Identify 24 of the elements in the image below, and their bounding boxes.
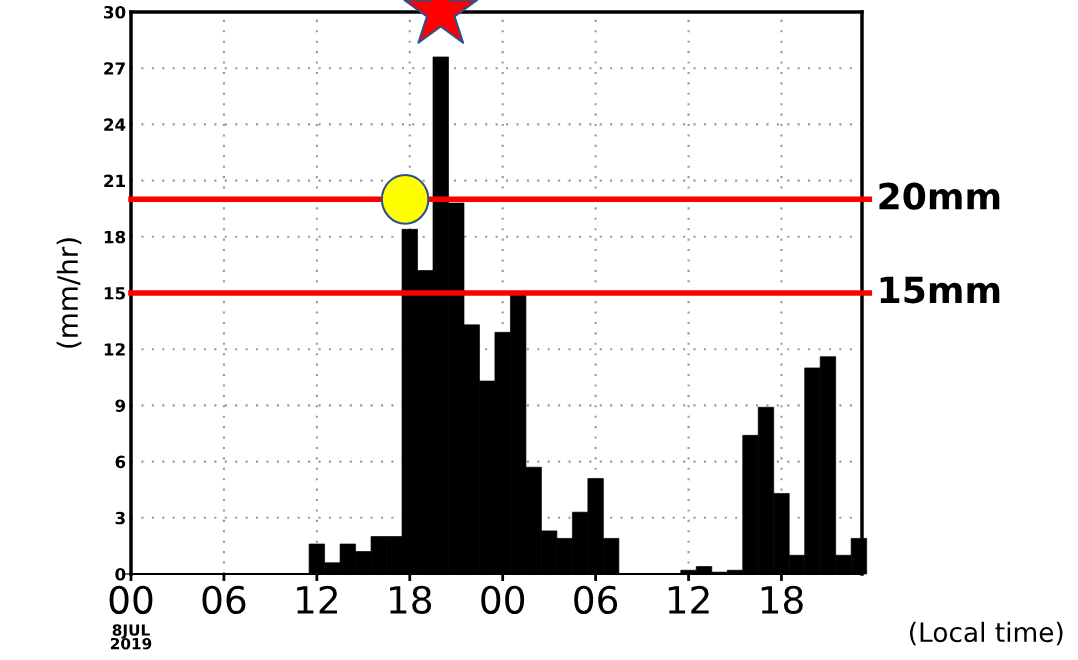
x-axis-title: (Local time) (910, 621, 1063, 646)
ref-line-label: 20mm (879, 182, 1000, 210)
x-tick-label: 12 (297, 585, 337, 614)
y-axis-title: (mm/hr) (56, 238, 82, 348)
x-tick-label: 18 (390, 585, 432, 615)
text: 8JUL 2019 (110, 624, 152, 650)
x-tick-label: 06 (202, 585, 246, 615)
y-tick-label: 9 (115, 399, 126, 412)
ref-line-label: 15mm (880, 276, 1000, 304)
y-tick-label: 30 (104, 5, 126, 19)
x-tick-label: 12 (668, 585, 709, 614)
y-tick-label: 3 (115, 511, 125, 525)
y-tick-label: 27 (104, 62, 125, 75)
x-tick-label: 18 (761, 585, 803, 615)
y-tick-label: 18 (104, 230, 126, 244)
x-tick-label: 00 (481, 585, 525, 615)
y-tick-label: 15 (104, 287, 125, 300)
y-tick-label: 6 (115, 455, 126, 469)
y-tick-label: 24 (104, 118, 126, 131)
y-tick-label: 12 (104, 343, 125, 356)
x-tick-label: 00 (109, 585, 153, 615)
y-tick-label: 0 (115, 567, 126, 581)
x-tick-label: 06 (574, 585, 618, 615)
y-tick-label: 21 (104, 174, 125, 187)
